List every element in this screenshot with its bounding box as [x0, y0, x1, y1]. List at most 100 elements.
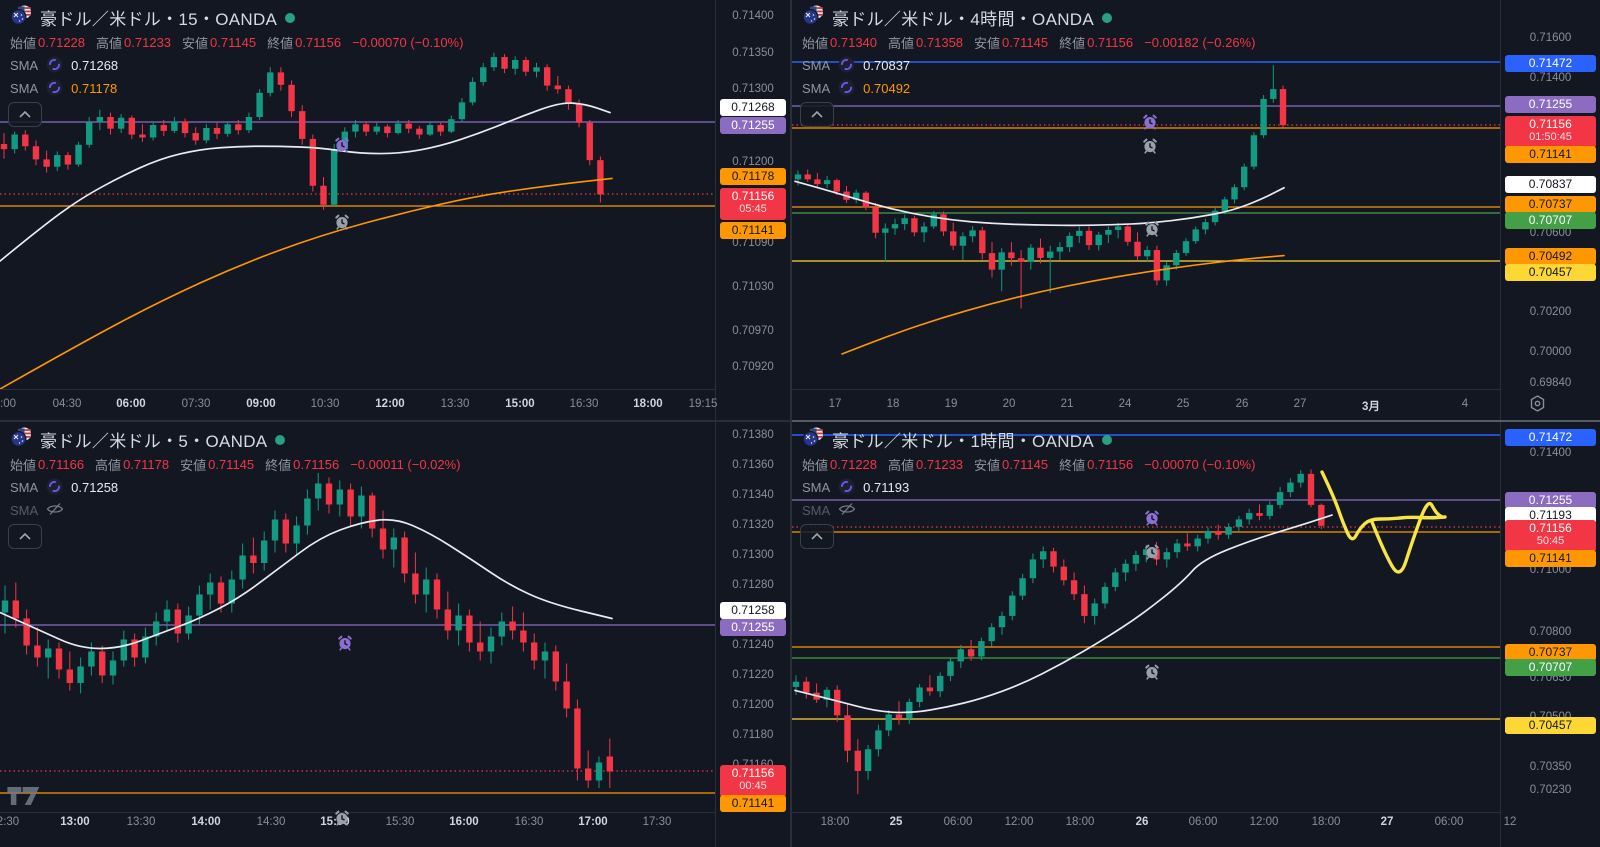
alarm-clock-icon[interactable] — [336, 634, 354, 657]
tradingview-logo — [6, 784, 42, 813]
market-open-dot — [285, 12, 296, 23]
sma2-label: SMA — [802, 81, 831, 96]
sma-line[interactable] — [0, 102, 611, 262]
chart-title[interactable]: 豪ドル／米ドル・5・OANDA — [40, 432, 268, 451]
price-axis[interactable]: 0.71380 0.71360 0.71340 0.71320 0.71300 0.712… — [715, 422, 790, 847]
time-tick: 18 — [886, 398, 900, 410]
price-label-badge: 0.70707 — [1505, 658, 1596, 676]
sma-sync-icon[interactable] — [838, 56, 855, 76]
ohlc-row: 始値 0.71340 高値 0.71358 安値 0.71145 終値 0.71156 … — [802, 31, 1255, 54]
eye-hidden-icon[interactable] — [838, 502, 856, 519]
alarm-clock-icon[interactable] — [1141, 137, 1159, 160]
price-tick: 0.71400 — [732, 10, 774, 22]
price-tick: 0.71240 — [732, 639, 774, 651]
collapse-legend-button[interactable] — [800, 102, 834, 127]
sma1-value: 0.70837 — [863, 58, 911, 73]
time-tick: 13:30 — [126, 816, 156, 828]
open-value: 0.71166 — [38, 457, 85, 472]
panel-divider-highlight[interactable] — [792, 420, 1600, 422]
low-label: 安値 — [180, 458, 207, 473]
chevron-up-icon — [19, 533, 31, 540]
eye-hidden-icon[interactable] — [46, 502, 64, 519]
alarm-clock-icon[interactable] — [1143, 543, 1161, 566]
settings-icon[interactable] — [1528, 394, 1547, 418]
sma-line[interactable] — [794, 180, 1285, 227]
chart-title[interactable]: 豪ドル／米ドル・4時間・OANDA — [832, 10, 1095, 29]
chart-title[interactable]: 豪ドル／米ドル・15・OANDA — [40, 10, 278, 29]
sma-line[interactable] — [794, 514, 1333, 714]
price-tick: 0.71400 — [1529, 72, 1572, 84]
time-axis[interactable]: 17 18 19 20 21 24 25 26 27 3月 4 — [792, 389, 1500, 420]
price-tick: 0.71380 — [732, 429, 774, 441]
sma-sync-icon[interactable] — [46, 56, 63, 76]
audusd-pair-flag-icon — [10, 5, 32, 30]
time-tick: 26 — [1235, 398, 1249, 410]
price-tick: 0.70350 — [1529, 761, 1572, 773]
time-tick: 24 — [1118, 398, 1132, 410]
time-tick: 09:00 — [246, 398, 276, 410]
time-tick: 2:30 — [0, 816, 20, 828]
candlestick-plot[interactable] — [792, 0, 1500, 389]
bar-countdown: 01:50:45 — [1529, 130, 1572, 143]
alarm-clock-icon[interactable] — [333, 136, 351, 159]
time-tick: 14:00 — [191, 816, 221, 828]
sma-sync-icon[interactable] — [838, 79, 855, 99]
candlestick-plot[interactable] — [0, 422, 715, 812]
price-label-badge: 0.70457 — [1505, 263, 1596, 281]
alarm-clock-icon[interactable] — [333, 213, 351, 236]
price-axis[interactable]: 0.714000.710000.708000.706500.705000.703… — [1500, 422, 1600, 847]
time-axis[interactable]: 2:30 13:00 13:30 14:00 14:30 15:00 15:30 16:00 1… — [0, 812, 715, 847]
price-label-badge: 0.71255 — [720, 618, 786, 636]
sma1-label: SMA — [10, 480, 39, 495]
sma1-label: SMA — [10, 58, 39, 73]
open-value: 0.71228 — [38, 35, 86, 50]
price-axis[interactable]: 0.71600 0.71400 0.70600 0.70200 0.70000 0.698… — [1500, 0, 1600, 420]
price-label-badge: 0.71255 — [720, 116, 786, 134]
sma-sync-icon[interactable] — [46, 478, 63, 498]
time-tick: 07:30 — [181, 398, 211, 410]
alarm-clock-icon[interactable] — [333, 809, 351, 832]
collapse-legend-button[interactable] — [8, 102, 42, 127]
sma2-label: SMA — [802, 503, 831, 518]
market-open-dot — [275, 434, 286, 445]
alarm-clock-icon[interactable] — [1143, 220, 1161, 243]
price-tick: 0.70600 — [1529, 227, 1572, 239]
chart-title[interactable]: 豪ドル／米ドル・1時間・OANDA — [832, 432, 1095, 451]
sma-line[interactable] — [841, 254, 1285, 355]
price-axis[interactable]: 0.71400 0.71350 0.71300 0.71200 0.71090 0.710… — [715, 0, 790, 420]
alarm-clock-icon[interactable] — [1143, 509, 1161, 532]
chart-panel-4h[interactable]: 0.71600 0.71400 0.70600 0.70200 0.70000 0.698… — [792, 0, 1600, 420]
collapse-legend-button[interactable] — [8, 524, 42, 549]
chart-panel-15m[interactable]: 0.71400 0.71350 0.71300 0.71200 0.71090 0.710… — [0, 0, 790, 420]
sma2-label: SMA — [10, 503, 39, 518]
chart-panel-1h[interactable]: 0.714000.710000.708000.706500.705000.703… — [792, 422, 1600, 847]
sma-line[interactable] — [0, 518, 613, 650]
drawing-annotation[interactable] — [1370, 501, 1444, 574]
price-label-badge: 0.71141 — [720, 794, 786, 812]
price-tick: 0.70230 — [1529, 784, 1572, 796]
time-tick: 13:30 — [440, 398, 470, 410]
alarm-clock-icon[interactable] — [1141, 113, 1159, 136]
time-tick: 12 — [1503, 816, 1517, 828]
collapse-legend-button[interactable] — [800, 524, 834, 549]
open-value: 0.71228 — [830, 457, 878, 472]
time-tick: :00 — [0, 398, 16, 410]
price-label-badge: 0.71255 — [1505, 95, 1596, 113]
drawing-annotation[interactable] — [1320, 470, 1447, 541]
time-axis[interactable]: 18:00 25 06:00 12:00 18:00 26 06:00 12:00 18:00 2… — [792, 812, 1516, 847]
price-tick: 0.70200 — [1529, 306, 1572, 318]
sma-line[interactable] — [0, 177, 613, 389]
candlestick-plot[interactable] — [792, 422, 1500, 812]
alarm-clock-icon[interactable] — [1143, 663, 1161, 686]
panel-divider-vertical[interactable] — [790, 0, 792, 847]
time-axis[interactable]: :00 04:30 06:00 07:30 09:00 10:30 12:00 13:30 15… — [0, 389, 717, 420]
open-label: 始値 — [10, 36, 37, 51]
close-value: 0.71156 — [295, 35, 342, 50]
candlestick-plot[interactable] — [0, 0, 715, 389]
sma-sync-icon[interactable] — [838, 478, 855, 498]
chart-panel-5m[interactable]: 0.71380 0.71360 0.71340 0.71320 0.71300 0.712… — [0, 422, 790, 847]
candles-layer — [1, 472, 613, 788]
time-tick: 14:30 — [256, 816, 286, 828]
sma1-label: SMA — [802, 58, 831, 73]
sma-sync-icon[interactable] — [46, 79, 63, 99]
